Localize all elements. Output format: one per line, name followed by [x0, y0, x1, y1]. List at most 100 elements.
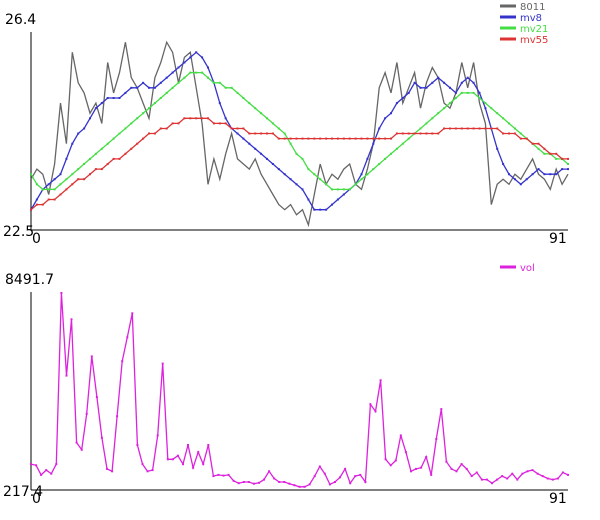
point-vol — [212, 475, 215, 478]
point-mv8 — [543, 173, 546, 176]
point-vol — [202, 463, 205, 466]
point-vol — [561, 471, 564, 474]
point-mv55 — [201, 117, 204, 120]
legend-entry-vol: vol — [500, 263, 535, 274]
point-mv55 — [177, 122, 180, 125]
point-mv55 — [230, 127, 233, 130]
point-vol — [146, 470, 149, 473]
series-mv8 — [30, 51, 569, 211]
point-mv8 — [148, 86, 150, 89]
point-mv8 — [277, 168, 280, 171]
point-mv55 — [53, 198, 56, 201]
point-mv8 — [242, 137, 245, 140]
point-vol — [70, 318, 73, 321]
point-mv8 — [525, 178, 528, 181]
legend-entry-mv55: mv55 — [500, 35, 548, 46]
point-mv8 — [207, 66, 209, 69]
point-vol — [35, 464, 38, 467]
point-vol — [217, 473, 220, 476]
point-mv55 — [431, 132, 434, 135]
point-mv21 — [130, 122, 133, 125]
point-mv55 — [83, 178, 86, 181]
point-mv21 — [425, 122, 428, 125]
point-mv8 — [94, 107, 97, 110]
point-vol — [364, 481, 367, 483]
point-mv55 — [413, 132, 416, 135]
point-mv8 — [325, 208, 328, 211]
point-mv55 — [484, 127, 487, 130]
point-mv55 — [248, 132, 251, 135]
legend-entry-8011: 8011 — [500, 2, 545, 13]
point-vol — [151, 469, 154, 472]
point-mv8 — [443, 81, 446, 84]
point-mv55 — [260, 132, 263, 135]
point-vol — [501, 475, 504, 478]
point-mv8 — [460, 81, 463, 84]
point-mv55 — [307, 137, 310, 140]
point-mv8 — [77, 132, 80, 135]
point-vol — [425, 455, 428, 458]
point-vol — [192, 466, 195, 469]
point-vol — [131, 312, 134, 315]
point-mv55 — [419, 132, 422, 135]
point-mv55 — [136, 142, 139, 145]
point-mv21 — [59, 183, 62, 186]
point-mv21 — [449, 102, 451, 105]
point-mv21 — [289, 142, 292, 145]
point-mv21 — [65, 178, 68, 181]
series-line-mv55 — [30, 117, 568, 211]
point-mv55 — [561, 157, 564, 160]
point-vol — [491, 482, 493, 485]
point-vol — [521, 472, 524, 475]
point-vol — [136, 444, 139, 446]
point-vol — [313, 475, 316, 478]
volume-y-min-label: 217.4 — [3, 484, 43, 500]
point-mv8 — [395, 102, 398, 105]
point-mv8 — [407, 91, 410, 94]
point-vol — [339, 476, 341, 479]
point-mv21 — [384, 157, 387, 160]
point-mv55 — [142, 137, 145, 140]
point-mv55 — [496, 127, 499, 130]
point-mv8 — [342, 193, 345, 196]
point-mv8 — [260, 152, 263, 155]
point-mv21 — [277, 127, 280, 130]
point-vol — [141, 463, 144, 466]
point-mv21 — [100, 147, 103, 150]
point-vol — [232, 479, 235, 482]
series-line-vol — [30, 292, 569, 488]
point-mv8 — [413, 81, 416, 84]
point-mv55 — [384, 137, 387, 140]
point-mv21 — [136, 117, 139, 120]
point-mv8 — [372, 142, 375, 145]
point-mv55 — [519, 137, 522, 140]
point-vol — [480, 478, 483, 481]
point-mv55 — [460, 127, 463, 130]
point-mv8 — [165, 76, 168, 79]
point-vol — [511, 472, 514, 475]
point-mv21 — [35, 183, 38, 186]
point-mv55 — [295, 137, 298, 140]
point-vol — [323, 472, 326, 475]
point-vol — [247, 481, 250, 483]
point-mv55 — [525, 137, 528, 140]
point-vol — [222, 474, 225, 477]
point-mv55 — [212, 122, 215, 125]
point-mv55 — [47, 198, 50, 201]
point-vol — [379, 379, 382, 382]
point-mv55 — [549, 152, 552, 155]
point-mv55 — [472, 127, 475, 130]
point-mv55 — [478, 127, 481, 130]
point-vol — [430, 473, 433, 476]
point-mv21 — [177, 81, 180, 84]
point-mv55 — [301, 137, 304, 140]
point-mv8 — [301, 188, 304, 191]
series-line-8011 — [30, 40, 569, 228]
point-mv21 — [331, 188, 333, 191]
point-mv55 — [65, 188, 68, 191]
point-mv55 — [366, 137, 369, 140]
point-mv55 — [502, 132, 505, 135]
